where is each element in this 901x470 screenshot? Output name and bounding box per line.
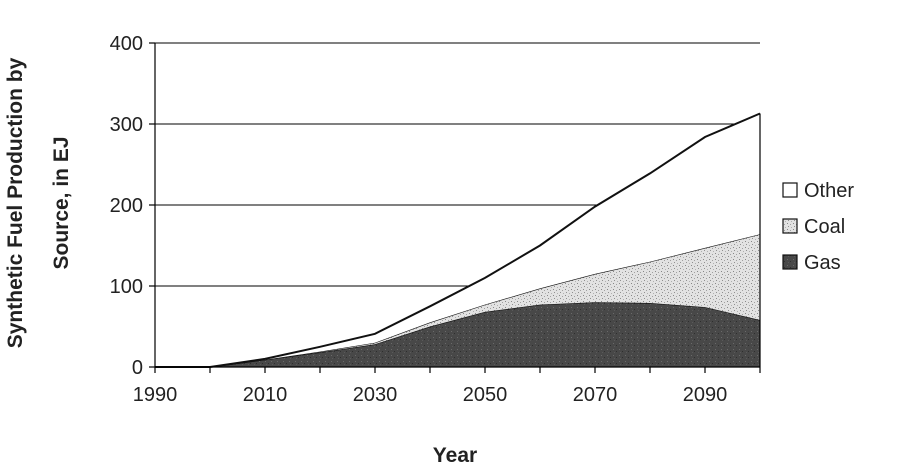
legend-swatch-coal: [782, 218, 798, 234]
x-tick-label-2010: 2010: [243, 384, 288, 406]
legend-label-other: Other: [804, 180, 854, 202]
y-tick-label-400: 400: [110, 33, 143, 55]
area-other: [155, 113, 760, 367]
legend-swatch-other: [782, 182, 798, 198]
y-tick-label-0: 0: [132, 357, 143, 379]
legend-label-coal: Coal: [804, 216, 845, 238]
legend-swatch-gas: [782, 254, 798, 270]
x-tick-label-2030: 2030: [353, 384, 398, 406]
y-tick-label-200: 200: [110, 195, 143, 217]
y-axis-title-line2: Source, in EJ: [50, 136, 73, 269]
area-other-edge: [155, 112, 761, 368]
areas: [155, 112, 761, 368]
x-tick-label-2090: 2090: [683, 384, 728, 406]
y-tick-label-100: 100: [110, 276, 143, 298]
y-ticks: 0 100 200 300 400: [110, 33, 155, 379]
y-tick-label-300: 300: [110, 114, 143, 136]
legend: Other Coal Gas: [782, 180, 854, 274]
x-tick-label-1990: 1990: [133, 384, 178, 406]
x-axis-title: Year: [433, 444, 477, 467]
legend-label-gas: Gas: [804, 252, 841, 274]
x-tick-label-2050: 2050: [463, 384, 508, 406]
y-axis-title-line1: Synthetic Fuel Production by: [4, 57, 27, 348]
area-gas: [155, 302, 760, 367]
x-ticks: 1990 2010 2030 2050 2070 2090: [133, 367, 761, 406]
x-tick-label-2070: 2070: [573, 384, 618, 406]
area-coal: [155, 234, 760, 367]
